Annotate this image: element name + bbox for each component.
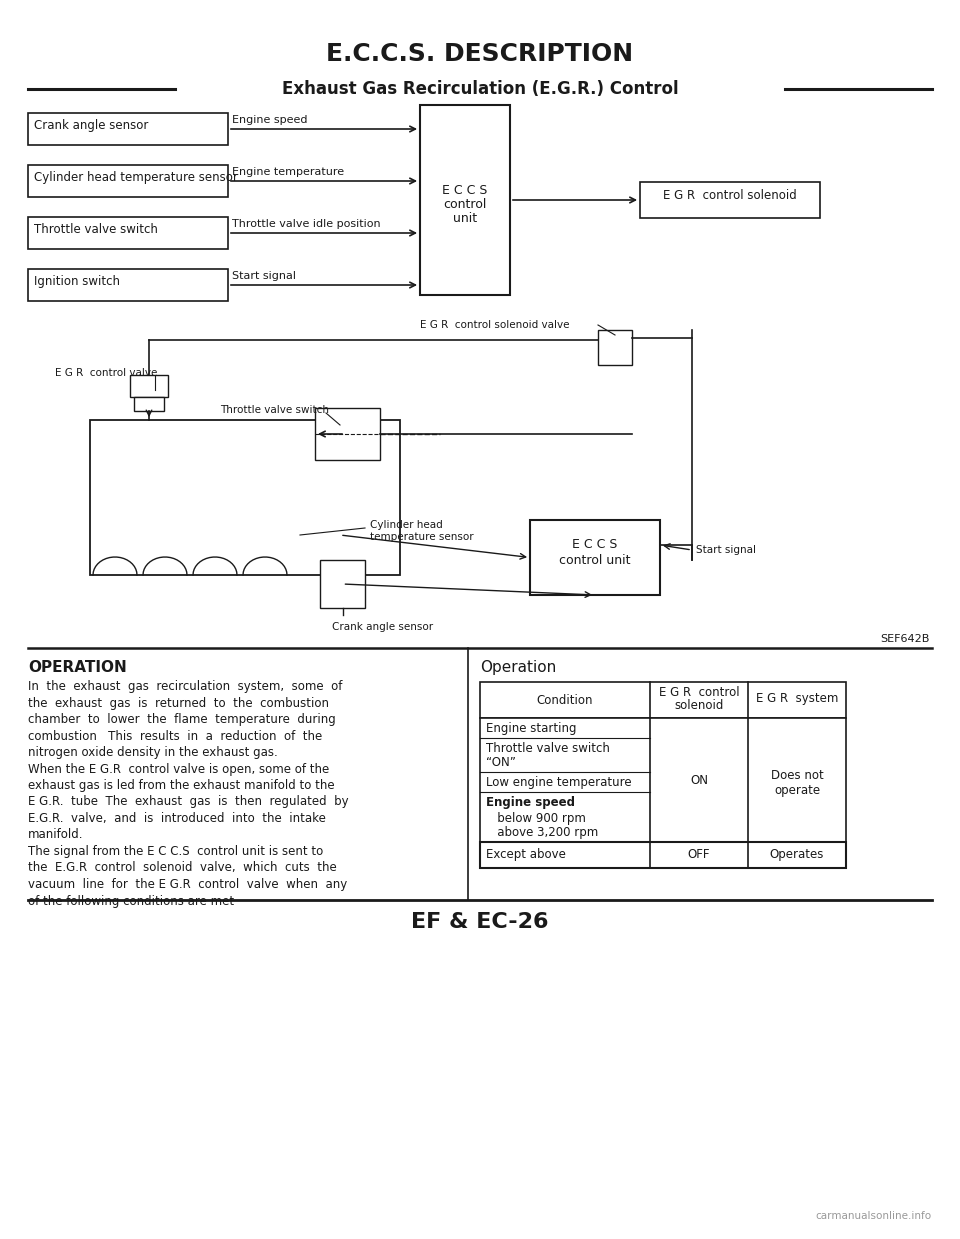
Bar [28, 269, 228, 301]
Text: Exhaust Gas Recirculation (E.G.R.) Control: Exhaust Gas Recirculation (E.G.R.) Contr… [281, 81, 679, 98]
Text: Cylinder head temperature sensor: Cylinder head temperature sensor [34, 171, 238, 185]
Text: manifold.: manifold. [28, 829, 84, 841]
Text: Engine starting: Engine starting [486, 722, 577, 735]
Text: control: control [444, 198, 487, 211]
Bar [598, 330, 632, 366]
Text: Throttle valve switch: Throttle valve switch [220, 405, 329, 415]
Bar [315, 408, 380, 460]
Text: vacuum  line  for  the E G.R  control  valve  when  any: vacuum line for the E G.R control valve … [28, 878, 348, 891]
Text: E G R  control: E G R control [659, 686, 739, 699]
Text: SEF642B: SEF642B [880, 634, 930, 644]
Bar [640, 182, 820, 218]
Text: ON: ON [690, 774, 708, 787]
Text: carmanualsonline.info: carmanualsonline.info [816, 1211, 932, 1220]
Text: Engine speed: Engine speed [486, 795, 575, 809]
Text: E.G.R.  valve,  and  is  introduced  into  the  intake: E.G.R. valve, and is introduced into the… [28, 812, 325, 825]
Bar [90, 420, 400, 575]
Text: operate: operate [774, 784, 820, 797]
Text: Engine speed: Engine speed [232, 115, 307, 125]
Text: E G R  control solenoid: E G R control solenoid [663, 190, 797, 202]
Text: combustion   This  results  in  a  reduction  of  the: combustion This results in a reduction o… [28, 730, 323, 742]
Bar [480, 843, 846, 869]
Text: E G.R.  tube  The  exhaust  gas  is  then  regulated  by: E G.R. tube The exhaust gas is then regu… [28, 795, 348, 809]
Text: Cylinder head
temperature sensor: Cylinder head temperature sensor [370, 520, 473, 541]
Text: nitrogen oxide density in the exhaust gas.: nitrogen oxide density in the exhaust ga… [28, 746, 277, 760]
Bar [480, 717, 846, 843]
Bar [130, 375, 168, 396]
Bar [480, 681, 846, 717]
Text: “ON”: “ON” [486, 756, 516, 769]
Bar [28, 165, 228, 197]
Text: Condition: Condition [537, 694, 593, 707]
Text: E C C S: E C C S [572, 538, 617, 551]
Text: Operation: Operation [480, 660, 556, 675]
Text: above 3,200 rpm: above 3,200 rpm [486, 826, 598, 839]
Text: Engine temperature: Engine temperature [232, 167, 344, 177]
Text: of the following conditions are met: of the following conditions are met [28, 895, 234, 907]
Text: solenoid: solenoid [674, 699, 724, 712]
Bar [28, 217, 228, 249]
Bar [530, 520, 660, 595]
Text: E G R  control solenoid valve: E G R control solenoid valve [420, 320, 569, 330]
Text: Does not: Does not [771, 769, 824, 782]
Text: Crank angle sensor: Crank angle sensor [34, 119, 149, 133]
Bar [420, 105, 510, 295]
Text: OFF: OFF [687, 847, 710, 861]
Text: Start signal: Start signal [696, 545, 756, 555]
Text: OPERATION: OPERATION [28, 660, 127, 675]
Text: The signal from the E C C.S  control unit is sent to: The signal from the E C C.S control unit… [28, 845, 324, 857]
Bar [28, 113, 228, 145]
Text: Throttle valve switch: Throttle valve switch [486, 742, 610, 755]
Text: chamber  to  lower  the  flame  temperature  during: chamber to lower the flame temperature d… [28, 712, 336, 726]
Text: Low engine temperature: Low engine temperature [486, 776, 632, 789]
Text: the  exhaust  gas  is  returned  to  the  combustion: the exhaust gas is returned to the combu… [28, 696, 329, 710]
Text: exhaust gas is led from the exhaust manifold to the: exhaust gas is led from the exhaust mani… [28, 779, 335, 792]
Text: Operates: Operates [770, 847, 825, 861]
Text: E C C S: E C C S [443, 185, 488, 197]
Text: E G R  system: E G R system [756, 693, 838, 705]
Text: Crank angle sensor: Crank angle sensor [332, 622, 434, 632]
Bar [320, 560, 365, 608]
Text: Start signal: Start signal [232, 271, 296, 281]
Text: unit: unit [453, 212, 477, 225]
Text: E.C.C.S. DESCRIPTION: E.C.C.S. DESCRIPTION [326, 42, 634, 66]
Text: Throttle valve idle position: Throttle valve idle position [232, 219, 380, 229]
Text: Ignition switch: Ignition switch [34, 275, 120, 287]
Text: E G R  control valve: E G R control valve [55, 368, 157, 378]
Text: EF & EC-26: EF & EC-26 [411, 912, 549, 932]
Text: Throttle valve switch: Throttle valve switch [34, 223, 157, 235]
Text: control unit: control unit [560, 554, 631, 567]
Text: In  the  exhaust  gas  recirculation  system,  some  of: In the exhaust gas recirculation system,… [28, 680, 343, 693]
Text: the  E.G.R  control  solenoid  valve,  which  cuts  the: the E.G.R control solenoid valve, which … [28, 861, 337, 875]
Text: below 900 rpm: below 900 rpm [486, 812, 586, 825]
Bar [134, 396, 164, 411]
Text: When the E G.R  control valve is open, some of the: When the E G.R control valve is open, so… [28, 762, 329, 776]
Text: Except above: Except above [486, 847, 565, 861]
